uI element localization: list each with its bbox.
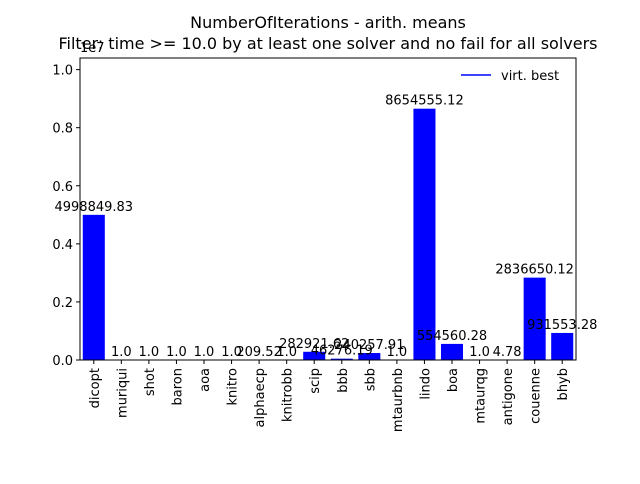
x-tick-label-knitro: knitro bbox=[226, 368, 241, 406]
bar-bhyb bbox=[551, 333, 573, 360]
bar-value-label-bhyb: 931553.28 bbox=[527, 318, 597, 333]
x-tick-label-boa: boa bbox=[446, 368, 461, 392]
bar-value-label-shot: 1.0 bbox=[139, 345, 160, 360]
x-tick-label-knitrobb: knitrobb bbox=[281, 368, 296, 422]
bar-value-label-dicopt: 4998849.83 bbox=[54, 200, 133, 215]
x-tick-label-muriqui: muriqui bbox=[115, 368, 130, 418]
x-tick-label-scip: scip bbox=[308, 368, 323, 394]
y-tick-label-0.4: 0.4 bbox=[52, 238, 73, 253]
x-tick-label-dicopt: dicopt bbox=[88, 368, 103, 408]
plot-background bbox=[80, 58, 576, 360]
y-tick-label-0.0: 0.0 bbox=[52, 354, 73, 369]
bar-value-label-muriqui: 1.0 bbox=[111, 345, 132, 360]
bar-value-label-mtaurqg: 1.0 bbox=[469, 345, 490, 360]
bar-value-label-lindo: 8654555.12 bbox=[385, 94, 464, 109]
x-tick-label-baron: baron bbox=[170, 368, 185, 405]
x-tick-label-antigone: antigone bbox=[501, 368, 516, 425]
bar-value-label-couenne: 2836650.12 bbox=[495, 263, 574, 278]
x-tick-label-mtaurqg: mtaurqg bbox=[474, 368, 489, 424]
bar-value-label-baron: 1.0 bbox=[166, 345, 187, 360]
x-tick-label-shot: shot bbox=[143, 368, 158, 396]
x-tick-label-aoa: aoa bbox=[198, 368, 213, 392]
y-tick-label-0.2: 0.2 bbox=[52, 296, 73, 311]
bar-lindo bbox=[413, 109, 435, 360]
x-tick-label-sbb: sbb bbox=[363, 368, 378, 391]
bar-value-label-aoa: 1.0 bbox=[194, 345, 215, 360]
chart-title: NumberOfIterations - arith. means bbox=[190, 13, 466, 32]
x-tick-label-bhyb: bhyb bbox=[556, 368, 571, 400]
chart-subtitle: Filter: time >= 10.0 by at least one sol… bbox=[58, 34, 597, 53]
x-tick-label-lindo: lindo bbox=[418, 368, 433, 400]
y-tick-label-0.8: 0.8 bbox=[52, 122, 73, 137]
bar-value-label-antigone: 4.78 bbox=[493, 345, 522, 360]
bar-value-label-alphaecp: 209.52 bbox=[236, 345, 282, 360]
y-axis-scale-label: 1e7 bbox=[80, 41, 105, 56]
y-tick-label-0.6: 0.6 bbox=[52, 180, 73, 195]
bar-value-label-mtaurbnb: 1.0 bbox=[387, 345, 408, 360]
x-tick-label-couenne: couenne bbox=[529, 368, 544, 424]
bar-value-label-boa: 554560.28 bbox=[417, 329, 487, 344]
x-tick-label-mtaurbnb: mtaurbnb bbox=[391, 368, 406, 432]
bar-boa bbox=[441, 344, 463, 360]
y-tick-label-1.0: 1.0 bbox=[52, 64, 73, 79]
x-tick-label-alphaecp: alphaecp bbox=[253, 368, 268, 427]
x-tick-label-bbb: bbb bbox=[336, 368, 351, 393]
legend-label: virt. best bbox=[501, 69, 559, 84]
bar-dicopt bbox=[83, 215, 105, 360]
